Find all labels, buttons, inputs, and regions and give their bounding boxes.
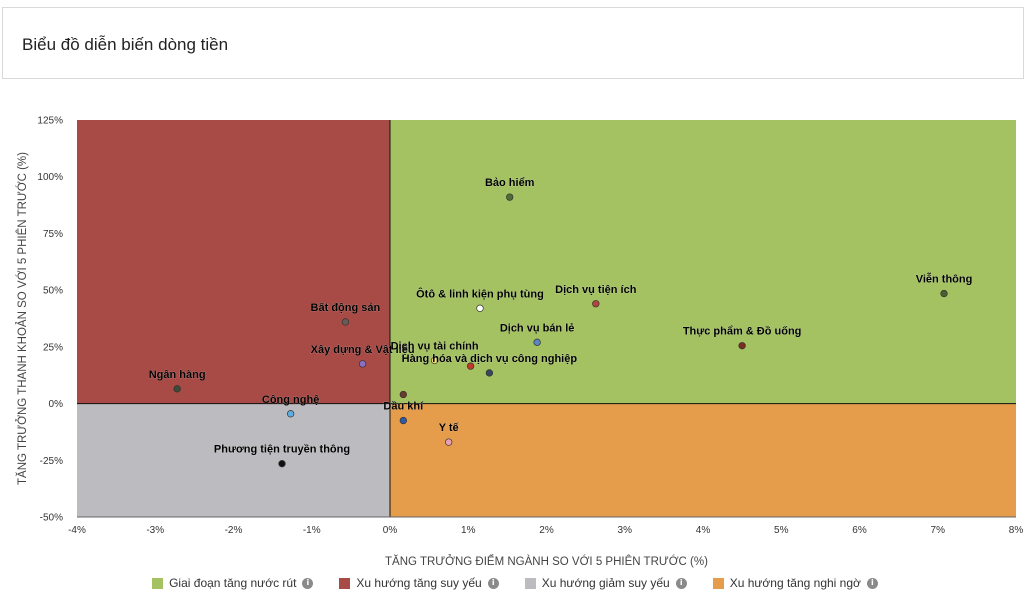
quadrant-bottom-left [77, 403, 390, 517]
point-label: Hàng hóa và dịch vụ công nghiệp [402, 353, 578, 365]
data-point[interactable] [506, 193, 514, 201]
data-point[interactable] [466, 362, 475, 370]
y-tick-label: 75% [43, 229, 63, 240]
legend-label: Xu hướng tăng nghi ngờ [729, 576, 861, 590]
data-point[interactable] [399, 416, 407, 425]
data-point[interactable] [278, 460, 286, 468]
x-tick-label: -4% [68, 525, 86, 536]
point-label: Dịch vụ bán lẻ [500, 322, 575, 334]
quadrant-bottom-right [390, 403, 1016, 517]
info-icon[interactable]: i [866, 577, 878, 589]
data-point[interactable] [173, 385, 181, 393]
x-tick-label: 1% [461, 525, 476, 536]
legend-item-tang-nuoc-rut[interactable]: Giai đoạn tăng nước rút i [152, 576, 314, 590]
point-label: Xây dựng & Vật liệu [311, 344, 415, 356]
point-label: Dầu khí [383, 401, 424, 413]
point-label: Phương tiện truyền thông [214, 444, 350, 456]
point-label: Công nghệ [262, 394, 319, 406]
quadrant-top-left [77, 120, 390, 404]
data-point[interactable] [738, 342, 746, 350]
y-tick-label: 125% [37, 116, 63, 127]
quadrant-backgrounds [77, 120, 1016, 517]
y-axis-title: TĂNG TRƯỞNG THANH KHOẢN SO VỚI 5 PHIÊN T… [16, 152, 29, 485]
legend-swatch [152, 577, 164, 589]
info-icon[interactable]: i [487, 577, 499, 589]
y-tick-label: 50% [43, 286, 63, 297]
data-point[interactable] [399, 390, 407, 399]
data-point[interactable] [430, 356, 439, 365]
y-axis-ticks: -50% -25% 0% 25% 50% 75% 100% 125% [37, 116, 63, 524]
data-point[interactable] [476, 304, 484, 312]
x-axis-title: TĂNG TRƯỞNG ĐIỂM NGÀNH SO VỚI 5 PHIÊN TR… [385, 555, 708, 568]
point-label: Dịch vụ tiện ích [555, 284, 637, 296]
chart-title: Biểu đồ diễn biến dòng tiền [22, 35, 229, 54]
axis-lines [77, 120, 1016, 518]
data-point[interactable] [533, 338, 541, 346]
legend-swatch [524, 577, 536, 589]
y-tick-label: 100% [37, 172, 63, 183]
y-tick-label: 0% [49, 399, 64, 410]
data-points: Bảo hiểm Viễn thông Dịch vụ tiện ích Ôtô & … [148, 177, 973, 468]
data-point[interactable] [592, 300, 600, 308]
point-label: Bất động sản [311, 302, 381, 314]
x-tick-label: 4% [696, 525, 711, 536]
x-tick-label: 0% [383, 525, 398, 536]
point-label: Ôtô & linh kiện phụ tùng [416, 287, 544, 300]
x-tick-label: 6% [852, 525, 867, 536]
chart-header-panel: Biểu đồ diễn biến dòng tiền [2, 7, 1024, 79]
point-label: Y tế [439, 422, 460, 434]
info-icon[interactable]: i [302, 577, 314, 589]
legend-swatch [712, 577, 724, 589]
info-icon[interactable]: i [675, 577, 687, 589]
legend-item-tang-nghi-ngo[interactable]: Xu hướng tăng nghi ngờ i [712, 576, 878, 590]
x-tick-label: 2% [539, 525, 554, 536]
legend-label: Giai đoạn tăng nước rút [169, 576, 297, 590]
x-tick-label: -3% [146, 525, 164, 536]
legend-item-giam-suy-yeu[interactable]: Xu hướng giảm suy yếu i [524, 576, 687, 590]
x-tick-label: -2% [225, 525, 243, 536]
x-tick-label: 7% [931, 525, 946, 536]
point-label: Dịch vụ tài chính [391, 340, 479, 352]
y-tick-label: -25% [40, 456, 63, 467]
x-tick-label: 3% [618, 525, 633, 536]
legend-item-tang-suy-yeu[interactable]: Xu hướng tăng suy yếu i [339, 576, 499, 590]
data-point[interactable] [341, 318, 350, 326]
data-point[interactable] [485, 369, 494, 377]
x-tick-label: 5% [774, 525, 789, 536]
point-label: Thực phẩm & Đồ uống [683, 326, 802, 338]
legend-label: Xu hướng giảm suy yếu [541, 576, 670, 590]
x-axis-ticks: -4% -3% -2% -1% 0% 1% 2% 3% 4% 5% 6% 7% 8% [68, 525, 1023, 536]
point-label: Ngân hàng [149, 369, 206, 381]
y-tick-label: 25% [43, 342, 63, 353]
legend-swatch [339, 577, 351, 589]
data-point[interactable] [358, 360, 367, 368]
legend-label: Xu hướng tăng suy yếu [356, 576, 482, 590]
y-tick-label: -50% [40, 513, 63, 524]
data-point[interactable] [940, 289, 948, 298]
point-label: Viễn thông [916, 273, 973, 286]
x-tick-label: -1% [303, 525, 321, 536]
x-tick-label: 8% [1009, 525, 1024, 536]
chart-legend: Giai đoạn tăng nước rút i Xu hướng tăng … [0, 573, 1030, 593]
point-label: Bảo hiểm [485, 177, 535, 189]
data-point[interactable] [445, 438, 453, 446]
quadrant-top-right [390, 120, 1016, 404]
data-point[interactable] [286, 410, 295, 418]
